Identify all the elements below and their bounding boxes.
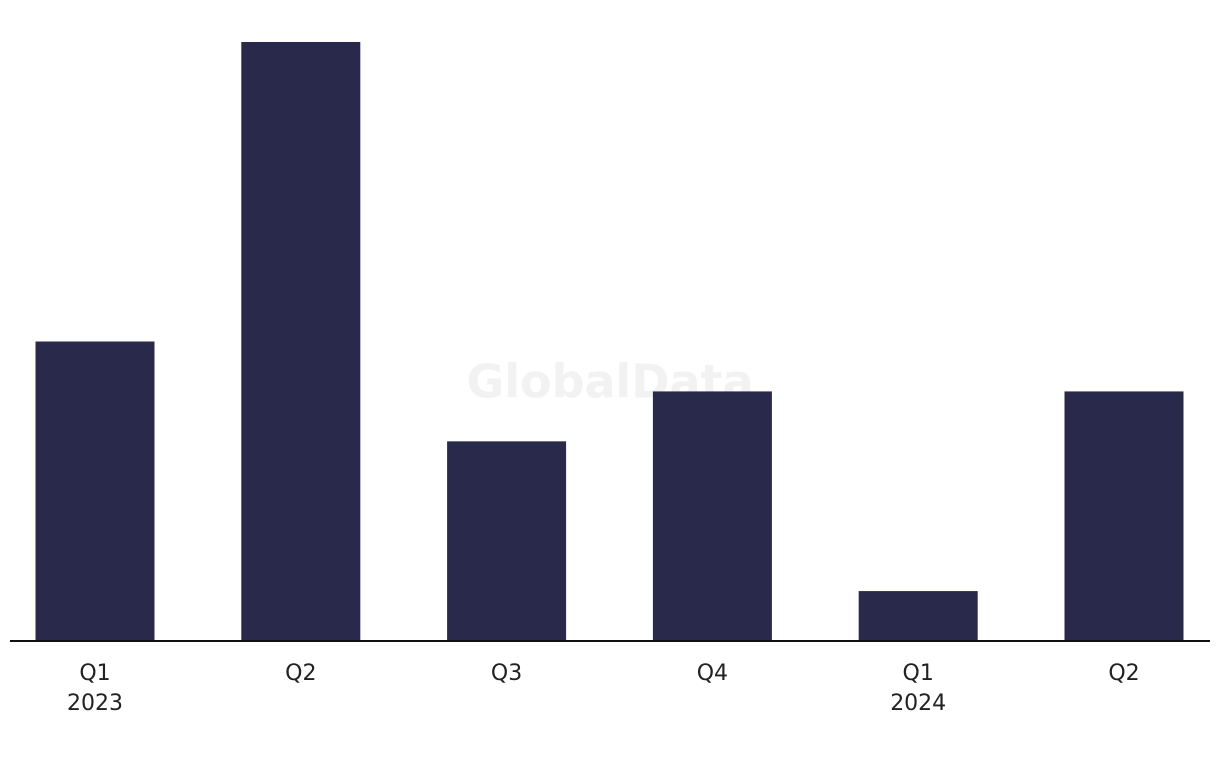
x-tick-label: Q2: [1108, 661, 1139, 686]
bar: [858, 591, 978, 641]
x-tick-label: Q3: [491, 661, 522, 686]
bar: [652, 391, 772, 641]
bar: [241, 42, 361, 641]
x-tick-label: 2023: [67, 691, 123, 716]
x-tick-label: Q1: [79, 661, 110, 686]
x-tick-label: Q1: [903, 661, 934, 686]
x-tick-label: Q2: [285, 661, 316, 686]
bar: [1064, 391, 1184, 641]
x-tick-label: 2024: [890, 691, 946, 716]
bar: [447, 441, 567, 641]
x-tick-label: Q4: [697, 661, 728, 686]
bar: [35, 341, 155, 641]
